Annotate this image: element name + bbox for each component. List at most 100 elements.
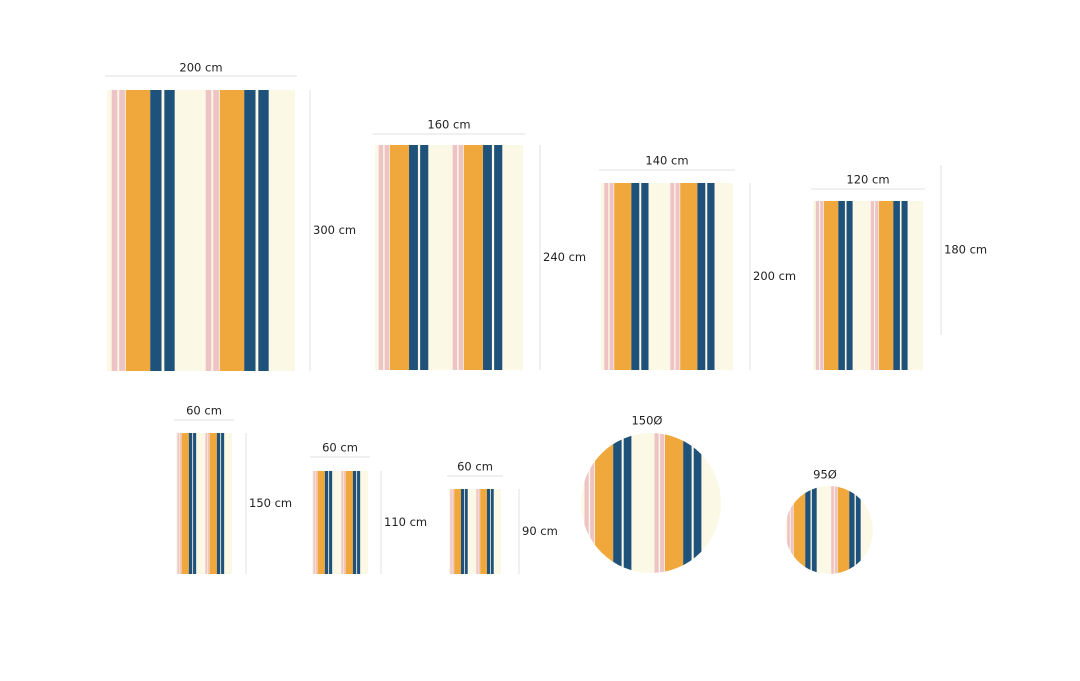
round-rug	[581, 433, 721, 573]
stripe	[693, 433, 702, 573]
stripe	[179, 433, 182, 574]
round-rug	[785, 486, 873, 574]
stripe	[111, 90, 118, 371]
stripe	[221, 433, 225, 574]
stripe	[623, 433, 632, 573]
stripe	[329, 471, 333, 574]
stripe	[631, 183, 640, 370]
stripe	[870, 201, 875, 370]
stripe	[790, 486, 794, 574]
stripe	[324, 471, 329, 574]
stripe	[150, 90, 162, 371]
stripe	[584, 433, 589, 573]
rug	[176, 433, 232, 574]
stripe	[177, 433, 180, 574]
width-label: 160 cm	[427, 118, 470, 132]
stripe	[119, 90, 125, 371]
width-label: 60 cm	[322, 441, 358, 455]
stripe	[486, 489, 491, 574]
stripe	[125, 90, 151, 371]
height-label: 240 cm	[543, 250, 586, 264]
width-label: 120 cm	[846, 173, 889, 187]
height-label: 200 cm	[753, 269, 796, 283]
stripe	[352, 471, 357, 574]
stripe	[476, 489, 478, 574]
stripe	[458, 145, 464, 370]
stripe	[824, 201, 839, 370]
stripe	[613, 433, 622, 573]
stripe	[343, 471, 346, 574]
stripe	[875, 201, 879, 370]
stripe	[181, 433, 189, 574]
stripe	[793, 486, 806, 574]
stripe	[420, 145, 429, 370]
stripe	[494, 145, 503, 370]
height-label: 180 cm	[944, 243, 987, 257]
stripe	[490, 489, 494, 574]
stripe	[675, 183, 680, 370]
height-label: 300 cm	[313, 223, 356, 237]
stripe	[614, 183, 632, 370]
stripe	[313, 471, 316, 574]
width-label: 60 cm	[186, 404, 222, 418]
stripe	[205, 90, 212, 371]
stripe	[389, 145, 410, 370]
stripe	[341, 471, 344, 574]
stripe	[815, 201, 820, 370]
rug	[107, 90, 295, 371]
stripe	[213, 90, 219, 371]
stripe	[680, 183, 698, 370]
stripe	[604, 183, 609, 370]
stripe	[216, 433, 221, 574]
rug	[449, 489, 501, 574]
stripe	[378, 145, 384, 370]
height-label: 150 cm	[249, 496, 292, 510]
width-label: 200 cm	[179, 61, 222, 75]
stripe	[193, 433, 197, 574]
stripe	[811, 486, 817, 574]
stripe	[654, 433, 659, 573]
stripe	[357, 471, 361, 574]
stripe	[452, 145, 458, 370]
rug	[813, 201, 923, 370]
width-label: 60 cm	[457, 460, 493, 474]
stripe	[670, 183, 675, 370]
stripe	[317, 471, 325, 574]
height-label: 90 cm	[522, 524, 558, 538]
stripe	[345, 471, 353, 574]
stripe	[820, 201, 824, 370]
stripe	[483, 145, 492, 370]
stripe	[454, 489, 461, 574]
stripe	[641, 183, 649, 370]
stripe	[464, 489, 468, 574]
rug	[312, 471, 368, 574]
stripe	[901, 201, 908, 370]
stripe	[450, 489, 452, 574]
stripe	[849, 486, 855, 574]
diameter-label: 150Ø	[631, 414, 662, 428]
stripe	[660, 433, 665, 573]
stripe	[590, 433, 595, 573]
stripe	[697, 183, 706, 370]
width-label: 140 cm	[645, 154, 688, 168]
rug	[601, 183, 733, 370]
stripe	[846, 201, 853, 370]
stripe	[452, 489, 454, 574]
rug	[375, 145, 523, 370]
stripe	[209, 433, 217, 574]
stripe	[244, 90, 256, 371]
stripe	[831, 486, 834, 574]
stripe	[893, 201, 900, 370]
stripe	[609, 183, 614, 370]
stripe	[855, 486, 861, 574]
stripe	[315, 471, 318, 574]
stripe	[258, 90, 269, 371]
stripe	[478, 489, 480, 574]
stripe	[384, 145, 390, 370]
stripe	[205, 433, 208, 574]
stripe	[463, 145, 484, 370]
stripe	[683, 433, 692, 573]
stripe	[188, 433, 193, 574]
stripe	[665, 433, 684, 573]
